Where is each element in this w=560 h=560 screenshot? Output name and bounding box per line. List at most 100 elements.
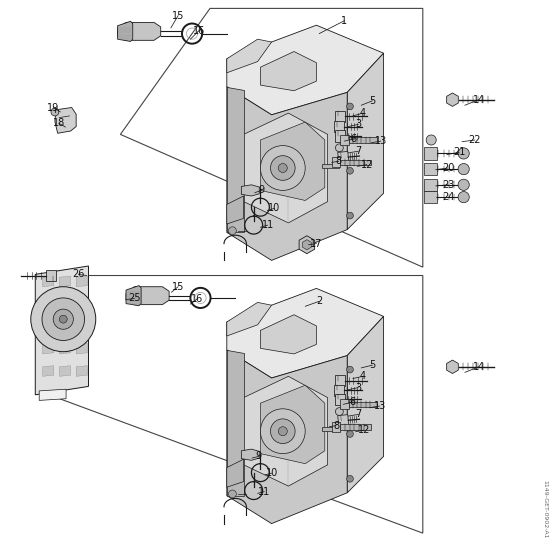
Polygon shape: [227, 39, 272, 73]
Circle shape: [458, 148, 469, 159]
Text: 6: 6: [351, 134, 357, 144]
Text: 7: 7: [355, 146, 362, 156]
Text: 5: 5: [369, 360, 376, 370]
Circle shape: [347, 366, 353, 373]
Polygon shape: [76, 321, 87, 332]
Polygon shape: [332, 157, 340, 167]
Polygon shape: [227, 350, 244, 496]
Text: 26: 26: [72, 269, 85, 279]
Polygon shape: [349, 137, 377, 143]
Circle shape: [458, 179, 469, 190]
Circle shape: [53, 309, 73, 329]
Circle shape: [278, 427, 287, 436]
Circle shape: [31, 287, 96, 352]
Polygon shape: [340, 160, 371, 165]
Circle shape: [347, 475, 353, 482]
Polygon shape: [334, 385, 344, 396]
Circle shape: [278, 164, 287, 172]
Polygon shape: [335, 375, 345, 386]
Text: 4: 4: [360, 371, 366, 381]
Text: 1149-GET-0902-A1: 1149-GET-0902-A1: [543, 480, 548, 539]
Circle shape: [347, 167, 353, 174]
Polygon shape: [299, 236, 315, 254]
Polygon shape: [76, 343, 87, 354]
Circle shape: [335, 144, 343, 152]
Polygon shape: [424, 147, 437, 160]
Text: 25: 25: [128, 293, 141, 304]
Polygon shape: [447, 360, 458, 374]
Circle shape: [347, 103, 353, 110]
Polygon shape: [244, 376, 328, 486]
Polygon shape: [241, 449, 259, 460]
Polygon shape: [227, 87, 244, 232]
Text: 1: 1: [342, 16, 347, 26]
Text: 3: 3: [356, 119, 361, 129]
Text: 12: 12: [358, 425, 370, 435]
Circle shape: [228, 227, 236, 235]
Polygon shape: [334, 121, 344, 132]
Polygon shape: [43, 343, 54, 354]
Polygon shape: [260, 52, 316, 91]
Polygon shape: [227, 350, 347, 524]
Polygon shape: [260, 385, 325, 464]
Polygon shape: [332, 422, 340, 432]
Polygon shape: [118, 22, 161, 40]
Text: 14: 14: [473, 95, 485, 105]
Text: 3: 3: [356, 382, 361, 393]
Text: 9: 9: [259, 185, 264, 195]
Text: 5: 5: [369, 96, 376, 106]
Polygon shape: [244, 113, 328, 223]
Polygon shape: [35, 266, 88, 395]
Text: 9: 9: [256, 451, 262, 461]
Polygon shape: [55, 108, 76, 133]
Text: 23: 23: [442, 180, 454, 190]
Polygon shape: [335, 130, 345, 142]
Polygon shape: [118, 21, 133, 41]
Text: 10: 10: [265, 468, 278, 478]
Polygon shape: [335, 111, 345, 122]
Polygon shape: [302, 240, 311, 250]
Polygon shape: [46, 270, 56, 281]
Text: 10: 10: [268, 203, 281, 213]
Text: 2: 2: [316, 296, 323, 306]
Text: 12: 12: [361, 160, 373, 170]
Polygon shape: [227, 459, 244, 487]
Text: 20: 20: [442, 163, 454, 173]
Circle shape: [458, 164, 469, 175]
Text: 22: 22: [469, 135, 481, 145]
Polygon shape: [43, 298, 54, 309]
Text: 6: 6: [350, 397, 356, 407]
Text: 18: 18: [53, 118, 65, 128]
Circle shape: [347, 212, 353, 219]
Polygon shape: [59, 366, 71, 376]
Polygon shape: [227, 25, 384, 115]
Text: 4: 4: [360, 108, 366, 118]
Polygon shape: [340, 424, 371, 430]
Text: 7: 7: [355, 409, 362, 419]
Polygon shape: [126, 287, 169, 305]
Text: 8: 8: [333, 421, 339, 431]
Polygon shape: [424, 191, 437, 203]
Polygon shape: [59, 321, 71, 332]
Circle shape: [51, 108, 59, 116]
Text: 15: 15: [172, 11, 184, 21]
Circle shape: [426, 135, 436, 145]
Polygon shape: [338, 151, 349, 164]
Polygon shape: [260, 122, 325, 200]
Polygon shape: [340, 399, 349, 409]
Circle shape: [270, 419, 295, 444]
Polygon shape: [126, 286, 141, 306]
Text: 15: 15: [172, 282, 184, 292]
Polygon shape: [347, 316, 384, 493]
Polygon shape: [260, 315, 316, 354]
Text: 16: 16: [191, 294, 203, 304]
Circle shape: [260, 146, 305, 190]
Polygon shape: [76, 366, 87, 376]
Polygon shape: [43, 366, 54, 376]
Text: 21: 21: [453, 147, 465, 157]
Circle shape: [270, 156, 295, 180]
Polygon shape: [59, 276, 71, 287]
Polygon shape: [340, 135, 349, 145]
Polygon shape: [39, 389, 66, 400]
Polygon shape: [347, 53, 384, 230]
